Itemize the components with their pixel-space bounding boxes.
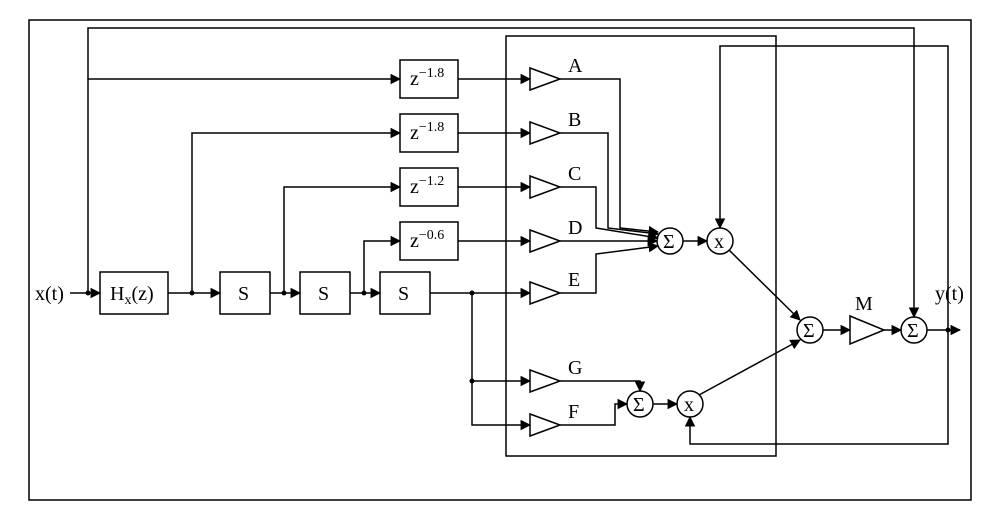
- block-hx-label: Hx(z): [110, 283, 154, 308]
- junction: [470, 291, 475, 296]
- junction: [470, 379, 475, 384]
- sum1-label: Σ: [663, 231, 675, 253]
- junction: [190, 291, 195, 296]
- svg-text:G: G: [568, 357, 582, 379]
- block-s3-label: S: [398, 283, 409, 305]
- mul1-label: x: [714, 231, 724, 253]
- output-label: y(t): [935, 283, 964, 305]
- junction: [362, 291, 367, 296]
- sum3-label: Σ: [803, 320, 815, 342]
- outer-frame: [29, 20, 971, 500]
- svg-text:F: F: [568, 401, 579, 423]
- junction: [282, 291, 287, 296]
- svg-text:B: B: [568, 109, 581, 131]
- sum4-label: Σ: [907, 320, 919, 342]
- svg-text:E: E: [568, 269, 580, 291]
- junction: [86, 291, 91, 296]
- svg-text:D: D: [568, 217, 582, 239]
- sum2-label: Σ: [633, 394, 645, 416]
- svg-text:M: M: [855, 293, 873, 315]
- svg-text:A: A: [568, 55, 583, 77]
- block-s1-label: S: [238, 283, 249, 305]
- junction: [946, 328, 951, 333]
- mul2-label: x: [684, 394, 694, 416]
- block-s2-label: S: [318, 283, 329, 305]
- svg-text:C: C: [568, 163, 581, 185]
- input-label: x(t): [35, 283, 64, 305]
